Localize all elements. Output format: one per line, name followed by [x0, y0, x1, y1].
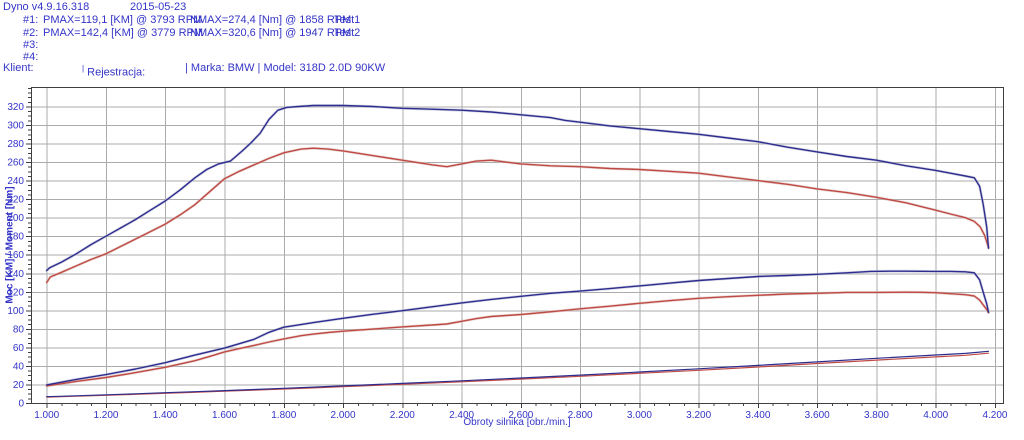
y-axis-title: Moc [KM] / Moment [Nm]	[4, 186, 16, 304]
svg-text:200: 200	[7, 213, 24, 224]
client-label: Klient:	[3, 62, 34, 74]
curve-test2-power	[46, 270, 990, 386]
run-1-id: #1:	[23, 14, 39, 26]
run-4-id: #4:	[23, 51, 39, 63]
svg-text:160: 160	[7, 250, 24, 261]
registration-label: | Rejestracja:	[82, 63, 145, 79]
run-1-name: Test1	[334, 14, 361, 26]
svg-text:2.200: 2.200	[390, 410, 415, 421]
registration-text: Rejestracja:	[87, 66, 146, 79]
curve-test1-power	[46, 291, 990, 387]
run-1-pmax: PMAX=119,1 [KM] @ 3793 RPM	[43, 14, 203, 26]
x-tick-labels: 1.000 1.200 1.400 1.600 1.800 2.000 2.200 2.400…	[34, 410, 1008, 421]
curve-halo	[45, 290, 990, 388]
run-2-nmax: NMAX=320,6 [Nm] @ 1947 RPM	[190, 27, 352, 39]
svg-text:1.600: 1.600	[212, 410, 237, 421]
svg-text:4.000: 4.000	[923, 410, 948, 421]
run-3-id: #3:	[23, 39, 39, 51]
svg-text:240: 240	[7, 176, 24, 187]
svg-text:3.800: 3.800	[864, 410, 889, 421]
x-axis-title: Obroty silnika [obr./min.]	[463, 417, 571, 428]
svg-text:3.600: 3.600	[805, 410, 830, 421]
svg-text:3.400: 3.400	[745, 410, 770, 421]
app-version: Dyno v4.9.16.318	[3, 1, 90, 13]
svg-text:300: 300	[7, 120, 24, 131]
session-date: 2015-05-23	[130, 1, 187, 13]
curve-halo	[45, 104, 990, 272]
grid-lines	[31, 87, 1003, 403]
svg-text:2.000: 2.000	[331, 410, 356, 421]
curve-halo	[45, 146, 990, 284]
svg-text:20: 20	[13, 380, 25, 391]
svg-text:40: 40	[13, 361, 25, 372]
y-tick-labels: 0 20 40 60 80 100 120 140 160 180 200 220 240 260 280 3…	[7, 102, 24, 410]
svg-text:120: 120	[7, 287, 24, 298]
run-2-name: Test2	[334, 27, 361, 39]
svg-text:4.200: 4.200	[982, 410, 1007, 421]
dyno-curves	[45, 104, 990, 398]
separator-tick: |	[82, 64, 85, 73]
svg-text:2.600: 2.600	[508, 410, 533, 421]
run-2-id: #2:	[23, 27, 39, 39]
svg-text:1.000: 1.000	[34, 410, 59, 421]
svg-text:100: 100	[7, 306, 24, 317]
svg-text:0: 0	[18, 399, 24, 410]
svg-text:260: 260	[7, 158, 24, 169]
svg-text:180: 180	[7, 232, 24, 243]
svg-text:220: 220	[7, 195, 24, 206]
run-1-nmax: NMAX=274,4 [Nm] @ 1858 RPM	[190, 14, 352, 26]
svg-text:1.200: 1.200	[93, 410, 118, 421]
svg-text:3.200: 3.200	[686, 410, 711, 421]
svg-text:3.000: 3.000	[627, 410, 652, 421]
run-2-pmax: PMAX=142,4 [KM] @ 3779 RPM	[43, 27, 204, 39]
curve-halo	[45, 269, 990, 387]
svg-text:60: 60	[13, 343, 25, 354]
vehicle-info: | Marka: BMW | Model: 318D 2.0D 90KW	[185, 62, 386, 74]
svg-text:2.400: 2.400	[449, 410, 474, 421]
svg-text:280: 280	[7, 139, 24, 150]
svg-text:320: 320	[7, 102, 24, 113]
curve-test2-torque	[46, 104, 990, 272]
svg-text:80: 80	[13, 324, 25, 335]
curve-test2-loss_power	[46, 350, 990, 398]
svg-text:1.400: 1.400	[153, 410, 178, 421]
curve-test1-torque	[46, 147, 990, 284]
svg-text:2.800: 2.800	[568, 410, 593, 421]
svg-text:1.800: 1.800	[271, 410, 296, 421]
plot-frame	[30, 86, 1005, 405]
svg-text:140: 140	[7, 269, 24, 280]
